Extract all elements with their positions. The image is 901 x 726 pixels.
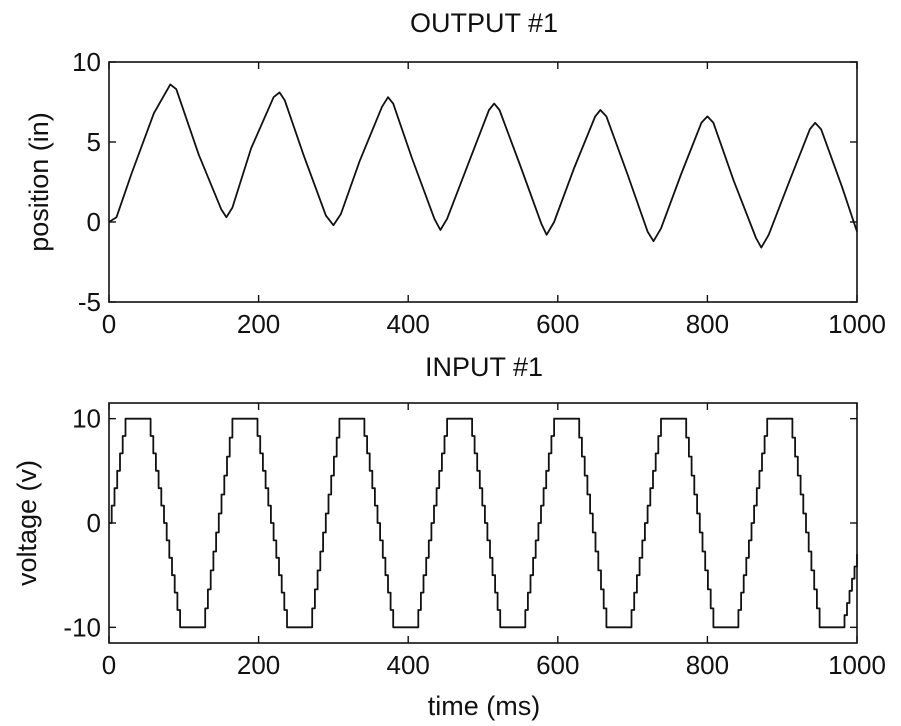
chart-input-1: INPUT #1 voltage (v) time (ms) 0 200 400 60… — [12, 352, 886, 721]
chart-title: OUTPUT #1 — [410, 8, 558, 38]
x-tick-label: 400 — [387, 650, 430, 680]
plot-frame — [108, 402, 858, 644]
x-tick-label: 200 — [237, 650, 280, 680]
series-line-position — [108, 83, 858, 249]
x-tick-label: 0 — [102, 309, 116, 339]
x-tick-label: 0 — [102, 650, 116, 680]
x-axis-label: time (ms) — [428, 691, 540, 721]
y-tick-label: 0 — [87, 207, 101, 237]
y-tick-label: 0 — [87, 508, 101, 538]
x-tick-label: 1000 — [828, 309, 886, 339]
x-tick-label: 800 — [686, 309, 729, 339]
y-tick-label: 10 — [72, 404, 101, 434]
y-tick-label: 5 — [87, 127, 101, 157]
x-tick-label: 800 — [686, 650, 729, 680]
y-tick-label: -10 — [63, 612, 101, 642]
y-axis-label: voltage (v) — [12, 460, 42, 586]
chart-output-1: OUTPUT #1 position (in) 0 200 400 600 800 100… — [24, 8, 886, 339]
y-tick-label: -5 — [78, 287, 101, 317]
x-tick-label: 200 — [237, 309, 280, 339]
plot-frame — [108, 61, 858, 303]
chart-title: INPUT #1 — [425, 352, 543, 382]
y-tick-label: 10 — [72, 47, 101, 77]
series-line-voltage — [109, 417, 858, 629]
x-tick-label: 600 — [536, 650, 579, 680]
x-tick-label: 400 — [387, 309, 430, 339]
y-axis-label: position (in) — [24, 112, 54, 252]
x-tick-label: 600 — [536, 309, 579, 339]
x-tick-label: 1000 — [828, 650, 886, 680]
